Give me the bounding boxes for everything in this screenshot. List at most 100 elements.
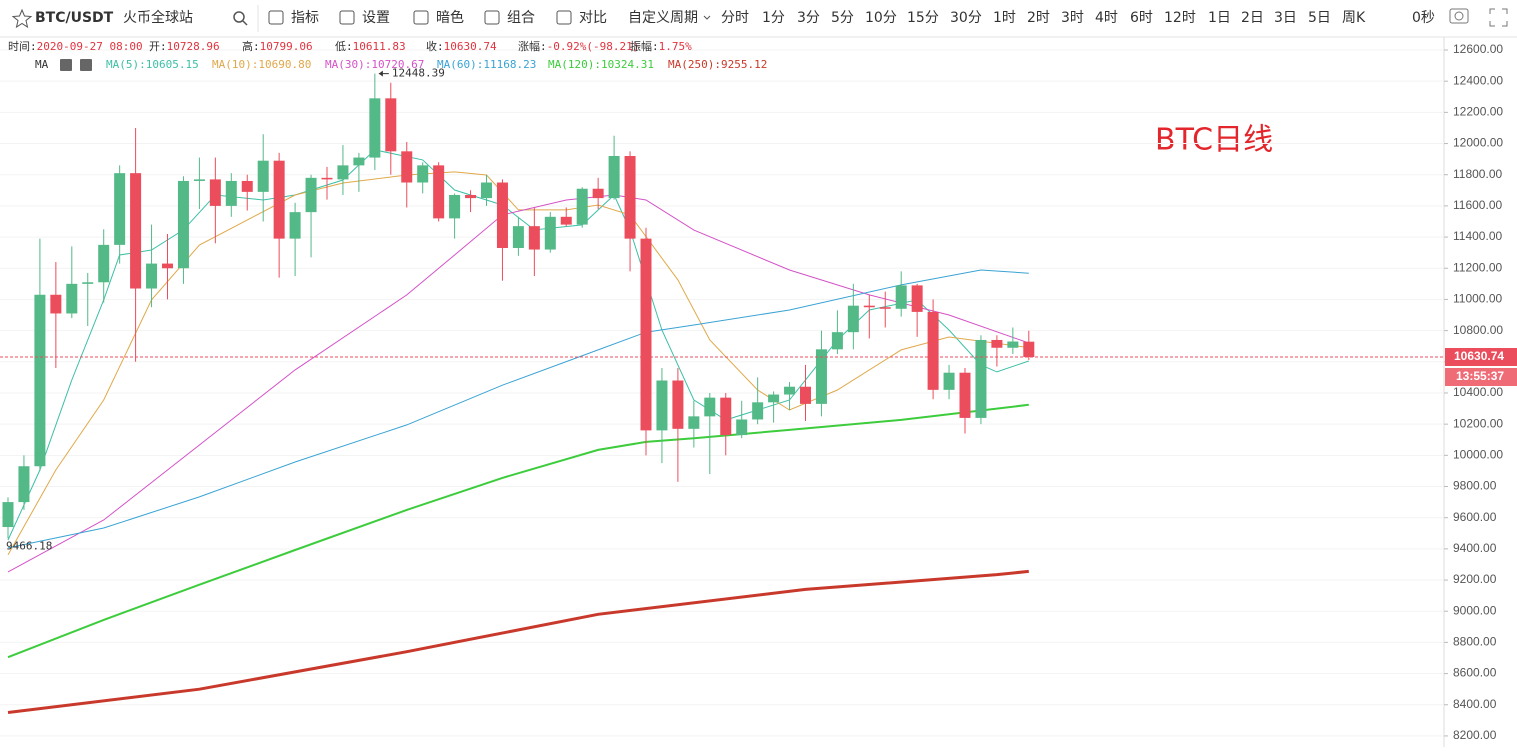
header-item: 涨幅:-0.92%(-98.21) [518,40,639,53]
dropdown-arrow [703,15,711,20]
candle-body [927,311,939,390]
candle-body [241,180,253,192]
candle-body [496,182,508,248]
header-item: 高:10799.06 [242,39,313,53]
period-button[interactable]: 3日 [1274,10,1297,26]
y-tick-label: 12000.00 [1453,136,1503,150]
candle-body [943,372,955,390]
header-value: 10630.74 [444,40,497,53]
period-button[interactable]: 1时 [993,10,1016,26]
candle-body [544,216,556,250]
header-label: 低: [335,40,353,53]
y-tick-label: 9600.00 [1453,510,1497,524]
header-label: 时间: [8,40,37,53]
period-button[interactable]: 5分 [831,10,854,26]
symbol[interactable]: BTC/USDT [35,10,114,26]
period-button[interactable]: 1分 [762,10,785,26]
candle-body [560,216,572,225]
header-item: 时间:2020-09-27 08:00 [8,40,143,53]
candle-body [273,160,285,239]
period-button[interactable]: 1日 [1208,10,1231,26]
candle-body [624,156,636,239]
y-tick-label: 10400.00 [1453,385,1503,399]
tool-button[interactable]: 对比 [579,10,607,26]
ma-line [7,269,1029,549]
tool-icon[interactable] [484,10,500,25]
candle-body [784,386,796,395]
y-tick-label: 8800.00 [1453,635,1497,649]
candle-body [289,212,301,239]
header-label: 高: [242,39,260,53]
candle-body [512,226,524,248]
period-button[interactable]: 15分 [907,10,939,26]
candle-body [752,402,764,420]
ma-title: MA [35,58,49,71]
candle-body [911,285,923,312]
candle-body [1007,341,1019,348]
candle-body [736,419,748,436]
ma-setting-icon[interactable] [60,59,72,71]
legend-entry: MA(60):11168.23 [437,58,536,71]
candle-body [417,165,429,183]
star-icon[interactable] [11,8,33,29]
candle-body [895,285,907,309]
ma-line [7,569,1029,714]
tool-button[interactable]: 暗色 [436,9,464,26]
candle-body [449,194,461,219]
search-icon[interactable] [233,11,245,23]
fullscreen-icon[interactable] [1489,8,1508,27]
search-icon-handle [242,20,248,26]
tool-icon[interactable] [413,10,429,25]
ma-setting-icon[interactable] [80,59,92,71]
period-button[interactable]: 3分 [797,10,820,26]
legend-entry: MA(5):10605.15 [106,58,199,71]
period-button[interactable]: 周K [1342,10,1366,26]
y-tick-label: 10000.00 [1453,447,1503,461]
header-item: 振幅:1.75% [630,39,692,53]
custom-period[interactable]: 自定义周期 [628,10,698,26]
tool-button[interactable]: 组合 [507,10,535,26]
tool-icon[interactable] [268,10,284,25]
camera-icon[interactable] [1449,8,1469,24]
candle-body [353,157,365,166]
candle-body [98,244,110,283]
tool-icon[interactable] [339,10,355,25]
legend-entry: MA(30):10720.67 [325,58,424,71]
candle-body [879,307,891,309]
tool-button[interactable]: 设置 [362,10,390,26]
y-tick-label: 9400.00 [1453,541,1497,555]
period-button[interactable]: 30分 [950,10,982,26]
legend-entry: MA(10):10690.80 [212,58,311,71]
period-button[interactable]: 10分 [865,10,897,26]
header-value: -0.92%(-98.21) [547,40,640,53]
candle-body [481,182,492,199]
y-tick-label: 11000.00 [1453,292,1502,306]
countdown-label: 13:55:37 [1456,369,1504,383]
period-button[interactable]: 4时 [1095,10,1118,26]
candle-body [831,332,843,350]
candle-body [720,397,732,436]
period-button[interactable]: 3时 [1061,10,1084,26]
y-tick-label: 9200.00 [1453,572,1497,586]
header-label: 开: [149,40,167,53]
period-button[interactable]: 2日 [1241,10,1264,26]
high-arrowhead [378,70,383,77]
period-button[interactable]: 分时 [721,10,749,26]
candle-body [50,294,62,314]
low-label: 9466.18 [6,540,52,553]
header-value: 10799.06 [260,40,313,53]
period-button[interactable]: 2时 [1027,10,1050,26]
y-tick-label: 8400.00 [1453,697,1497,711]
candle-body [130,173,142,289]
period-button[interactable]: 6时 [1130,10,1153,26]
countdown-box [1445,367,1517,386]
period-button[interactable]: 12时 [1164,10,1196,26]
tool-button[interactable]: 指标 [291,10,319,26]
tool-icon[interactable] [556,10,572,25]
y-tick-label: 11200.00 [1453,260,1502,274]
y-tick-label: 12600.00 [1453,42,1503,56]
last-price-box [1445,347,1517,366]
period-button[interactable]: 5日 [1308,10,1331,26]
y-tick-label: 10200.00 [1453,416,1503,430]
